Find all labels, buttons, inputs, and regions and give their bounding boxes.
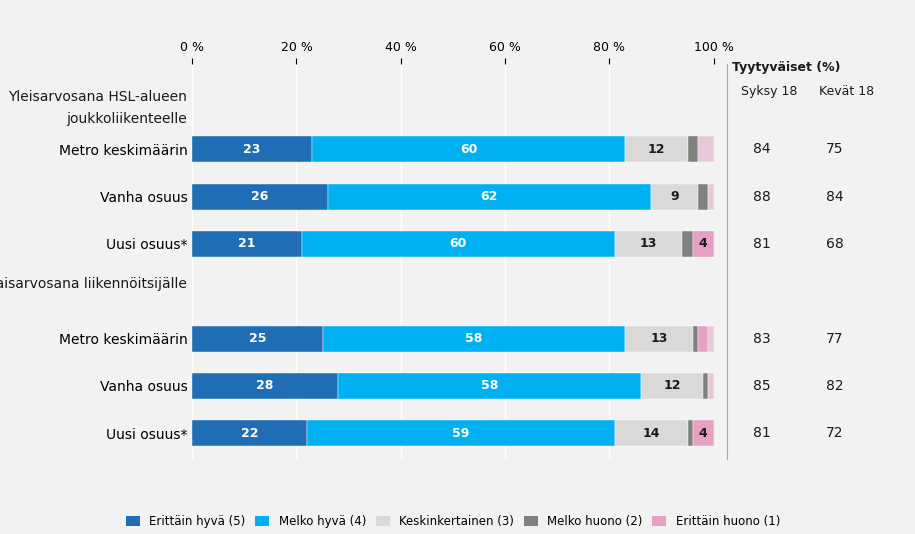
Bar [302, 231, 615, 257]
Text: 21: 21 [238, 238, 255, 250]
Text: 88: 88 [753, 190, 771, 203]
Text: 85: 85 [753, 379, 771, 393]
Legend: Erittäin hyvä (5), Melko hyvä (4), Keskinkertainen (3), Melko huono (2), Erittäi: Erittäin hyvä (5), Melko hyvä (4), Keski… [126, 515, 780, 529]
Bar [693, 326, 698, 351]
Bar [698, 136, 714, 162]
Text: 82: 82 [825, 379, 844, 393]
Bar [192, 373, 339, 399]
Text: 28: 28 [256, 379, 274, 392]
Bar [708, 373, 714, 399]
Text: 14: 14 [642, 427, 660, 439]
Text: 12: 12 [648, 143, 665, 156]
Text: 59: 59 [452, 427, 469, 439]
Bar [192, 326, 323, 351]
Text: Kokonaisarvosana liikennöitsijälle: Kokonaisarvosana liikennöitsijälle [0, 277, 187, 291]
Text: 72: 72 [825, 426, 844, 440]
Text: 84: 84 [825, 190, 844, 203]
Bar [192, 184, 328, 210]
Text: 83: 83 [753, 332, 771, 345]
Text: 60: 60 [449, 238, 467, 250]
Bar [693, 420, 714, 446]
Bar [693, 231, 714, 257]
Bar [307, 420, 615, 446]
Text: 22: 22 [241, 427, 258, 439]
Bar [708, 184, 714, 210]
Text: 26: 26 [252, 190, 269, 203]
Text: Yleisarvosana HSL-alueen: Yleisarvosana HSL-alueen [8, 90, 187, 104]
Bar [615, 420, 688, 446]
Text: 13: 13 [640, 238, 657, 250]
Bar [625, 136, 688, 162]
Bar [683, 231, 693, 257]
Text: 4: 4 [699, 427, 707, 439]
Text: 25: 25 [249, 332, 266, 345]
Text: 81: 81 [753, 237, 771, 251]
Bar [688, 136, 698, 162]
Bar [651, 184, 698, 210]
Bar [339, 373, 640, 399]
Text: 62: 62 [480, 190, 498, 203]
Bar [625, 326, 693, 351]
Bar [192, 136, 312, 162]
Text: 68: 68 [825, 237, 844, 251]
Bar [698, 184, 708, 210]
Text: 77: 77 [825, 332, 844, 345]
Text: 23: 23 [243, 143, 261, 156]
Text: Syksy 18: Syksy 18 [741, 85, 798, 98]
Bar [615, 231, 683, 257]
Text: 12: 12 [663, 379, 681, 392]
Bar [323, 326, 625, 351]
Bar [312, 136, 625, 162]
Text: 13: 13 [651, 332, 668, 345]
Bar [192, 231, 302, 257]
Text: joukkoliikenteelle: joukkoliikenteelle [66, 112, 187, 125]
Bar [708, 326, 714, 351]
Bar [328, 184, 651, 210]
Bar [704, 373, 708, 399]
Bar [192, 420, 307, 446]
Text: 75: 75 [825, 142, 844, 156]
Bar [698, 326, 708, 351]
Text: 84: 84 [753, 142, 771, 156]
Bar [640, 373, 704, 399]
Bar [688, 420, 693, 446]
Text: 9: 9 [671, 190, 679, 203]
Text: 4: 4 [699, 238, 707, 250]
Text: 81: 81 [753, 426, 771, 440]
Text: Kevät 18: Kevät 18 [819, 85, 874, 98]
Text: 58: 58 [480, 379, 498, 392]
Text: 58: 58 [465, 332, 482, 345]
Text: 60: 60 [460, 143, 478, 156]
Text: Tyytyväiset (%): Tyytyväiset (%) [732, 61, 841, 74]
